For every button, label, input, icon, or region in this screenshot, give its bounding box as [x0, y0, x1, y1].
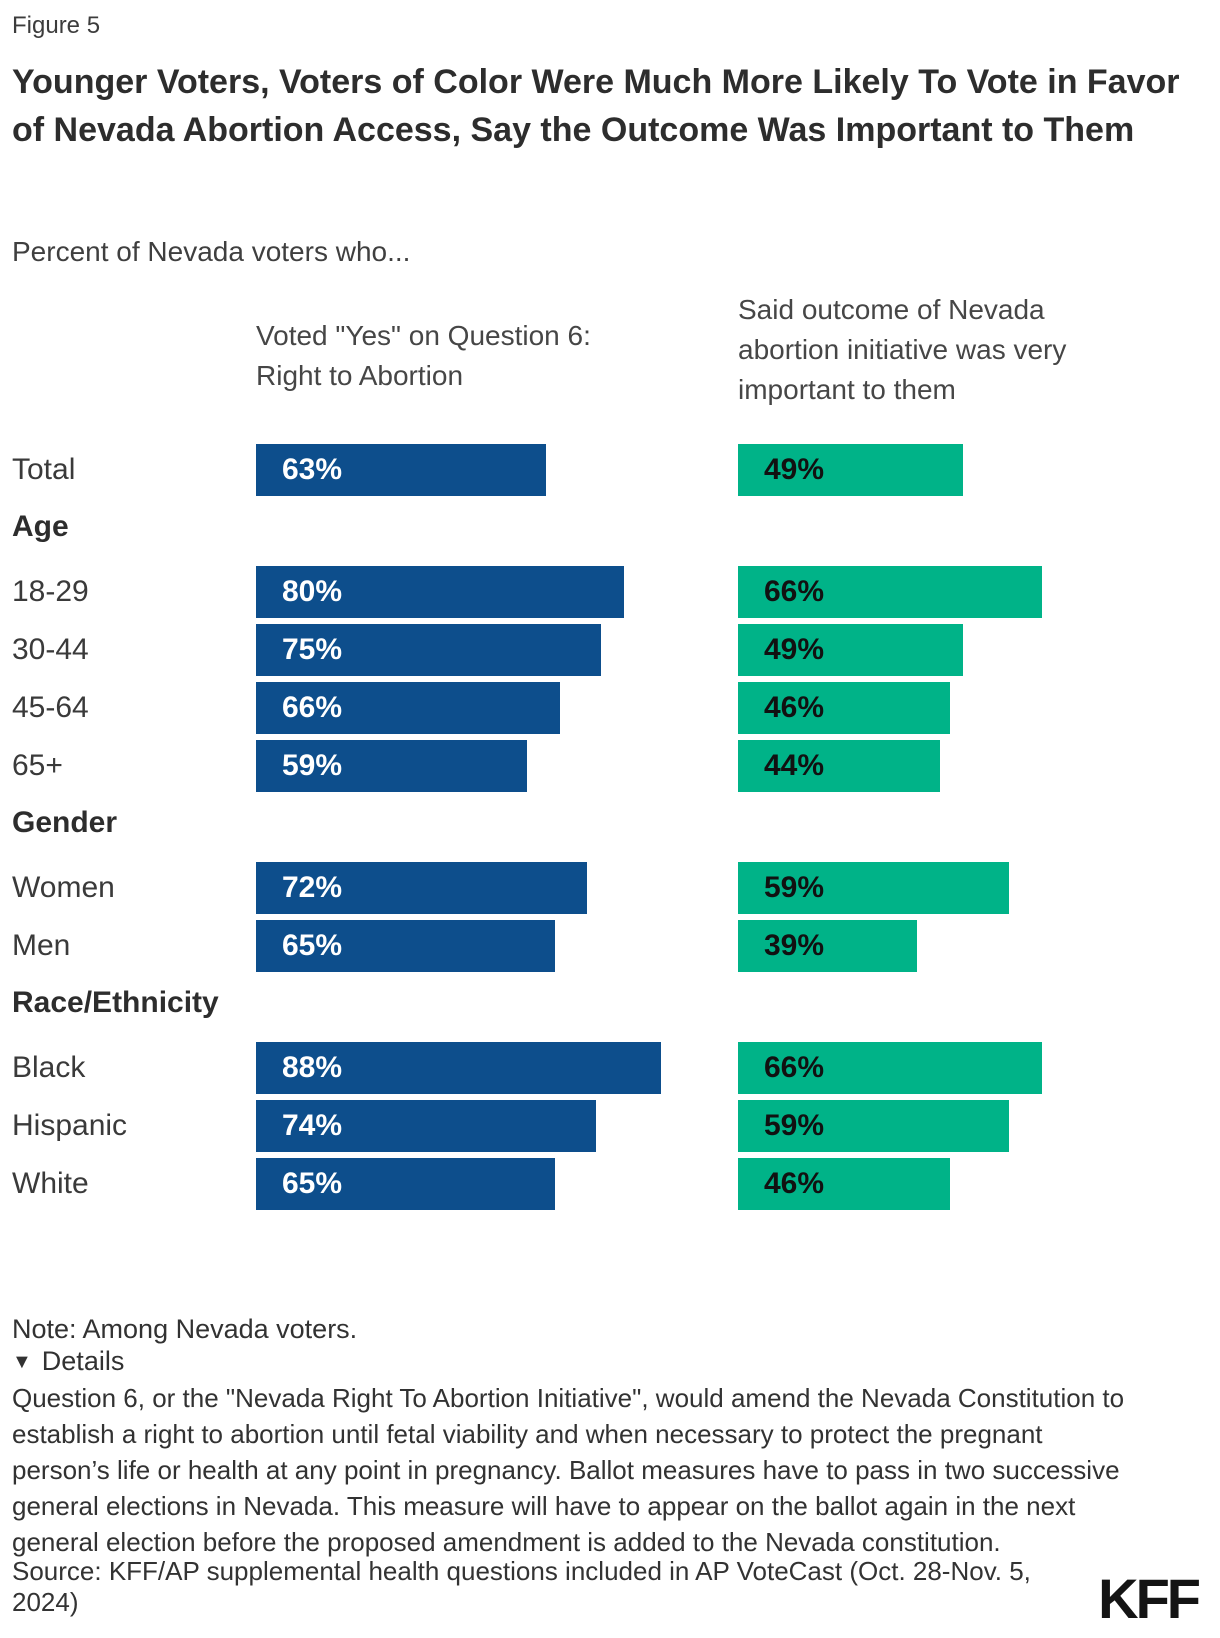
footer: Source: KFF/AP supplemental health quest…	[12, 1556, 1201, 1631]
bar-series1-hispanic: 74%	[256, 1100, 596, 1152]
chart-row-30-44: 30-44 75% 49%	[0, 624, 1220, 676]
bar-value-label: 75%	[282, 633, 343, 666]
bar-value-label: 65%	[282, 929, 343, 962]
row-label: 45-64	[12, 691, 89, 724]
bar-series2-men: 39%	[738, 920, 917, 972]
bar-value-label: 44%	[764, 749, 825, 782]
column-header-voted-yes: Voted "Yes" on Question 6: Right to Abor…	[256, 320, 591, 391]
section-header-age: Age	[0, 506, 1220, 548]
bar-value-label: 66%	[282, 691, 343, 724]
bar-value-label: 65%	[282, 1167, 343, 1200]
bar-series1-total: 63%	[256, 444, 546, 496]
bar-series2-65: 44%	[738, 740, 940, 792]
bar-value-label: 88%	[282, 1051, 343, 1084]
bar-series2-45-64: 46%	[738, 682, 950, 734]
chart-row-women: Women 72% 59%	[0, 862, 1220, 914]
bar-value-label: 59%	[764, 871, 825, 904]
bar-value-label: 59%	[282, 749, 343, 782]
chart-row-white: White 65% 46%	[0, 1158, 1220, 1210]
details-toggle[interactable]: ▼ Details	[12, 1346, 124, 1377]
chart-row-men: Men 65% 39%	[0, 920, 1220, 972]
kff-logo[interactable]: KFF	[1098, 1567, 1201, 1631]
bar-series2-white: 46%	[738, 1158, 950, 1210]
bar-series1-30-44: 75%	[256, 624, 601, 676]
bar-series2-30-44: 49%	[738, 624, 963, 676]
bar-value-label: 46%	[764, 1167, 825, 1200]
row-label: White	[12, 1167, 89, 1200]
row-label: Hispanic	[12, 1109, 128, 1142]
section-label: Age	[12, 510, 69, 543]
chart-row-hispanic: Hispanic 74% 59%	[0, 1100, 1220, 1152]
row-label: 65+	[12, 749, 63, 782]
section-header-race-ethnicity: Race/Ethnicity	[0, 982, 1220, 1024]
bar-chart: Total 63% 49% Age 18-29 80% 66% 30-44 75% 49% 45-6…	[0, 444, 1220, 1216]
bar-series2-18-29: 66%	[738, 566, 1042, 618]
details-text: Question 6, or the "Nevada Right To Abor…	[12, 1383, 1125, 1557]
bar-value-label: 74%	[282, 1109, 343, 1142]
section-label: Race/Ethnicity	[12, 986, 219, 1019]
row-label: Black	[12, 1051, 86, 1084]
chart-title: Younger Voters, Voters of Color Were Muc…	[12, 63, 1180, 149]
bar-series1-women: 72%	[256, 862, 587, 914]
chart-row-45-64: 45-64 66% 46%	[0, 682, 1220, 734]
bar-series2-hispanic: 59%	[738, 1100, 1009, 1152]
bar-series1-45-64: 66%	[256, 682, 560, 734]
figure-label: Figure 5	[12, 12, 101, 39]
column-header-outcome-important: Said outcome of Nevada abortion initiati…	[738, 294, 1067, 405]
row-label: Men	[12, 929, 71, 962]
bar-value-label: 39%	[764, 929, 825, 962]
bar-value-label: 46%	[764, 691, 825, 724]
bar-series2-women: 59%	[738, 862, 1009, 914]
bar-series1-18-29: 80%	[256, 566, 624, 618]
bar-value-label: 63%	[282, 453, 343, 486]
row-label: Total	[12, 453, 76, 486]
chart-row-total: Total 63% 49%	[0, 444, 1220, 496]
bar-series1-black: 88%	[256, 1042, 661, 1094]
bar-value-label: 66%	[764, 575, 825, 608]
row-label: 18-29	[12, 575, 89, 608]
bar-series1-men: 65%	[256, 920, 555, 972]
bar-series1-65: 59%	[256, 740, 527, 792]
row-label: Women	[12, 871, 115, 904]
section-label: Gender	[12, 806, 118, 839]
bar-value-label: 72%	[282, 871, 343, 904]
source-text: Source: KFF/AP supplemental health quest…	[12, 1556, 1031, 1617]
bar-series2-black: 66%	[738, 1042, 1042, 1094]
section-header-gender: Gender	[0, 802, 1220, 844]
bar-value-label: 59%	[764, 1109, 825, 1142]
triangle-down-icon: ▼	[12, 1351, 32, 1373]
row-label: 30-44	[12, 633, 89, 666]
details-toggle-label: Details	[41, 1346, 125, 1376]
bar-value-label: 66%	[764, 1051, 825, 1084]
bar-series2-total: 49%	[738, 444, 963, 496]
bar-value-label: 49%	[764, 453, 825, 486]
chart-subtitle: Percent of Nevada voters who...	[12, 236, 411, 267]
chart-row-18-29: 18-29 80% 66%	[0, 566, 1220, 618]
bar-series1-white: 65%	[256, 1158, 555, 1210]
bar-value-label: 80%	[282, 575, 343, 608]
bar-value-label: 49%	[764, 633, 825, 666]
note-text: Note: Among Nevada voters.	[12, 1314, 358, 1344]
chart-row-65: 65+ 59% 44%	[0, 740, 1220, 792]
chart-row-black: Black 88% 66%	[0, 1042, 1220, 1094]
